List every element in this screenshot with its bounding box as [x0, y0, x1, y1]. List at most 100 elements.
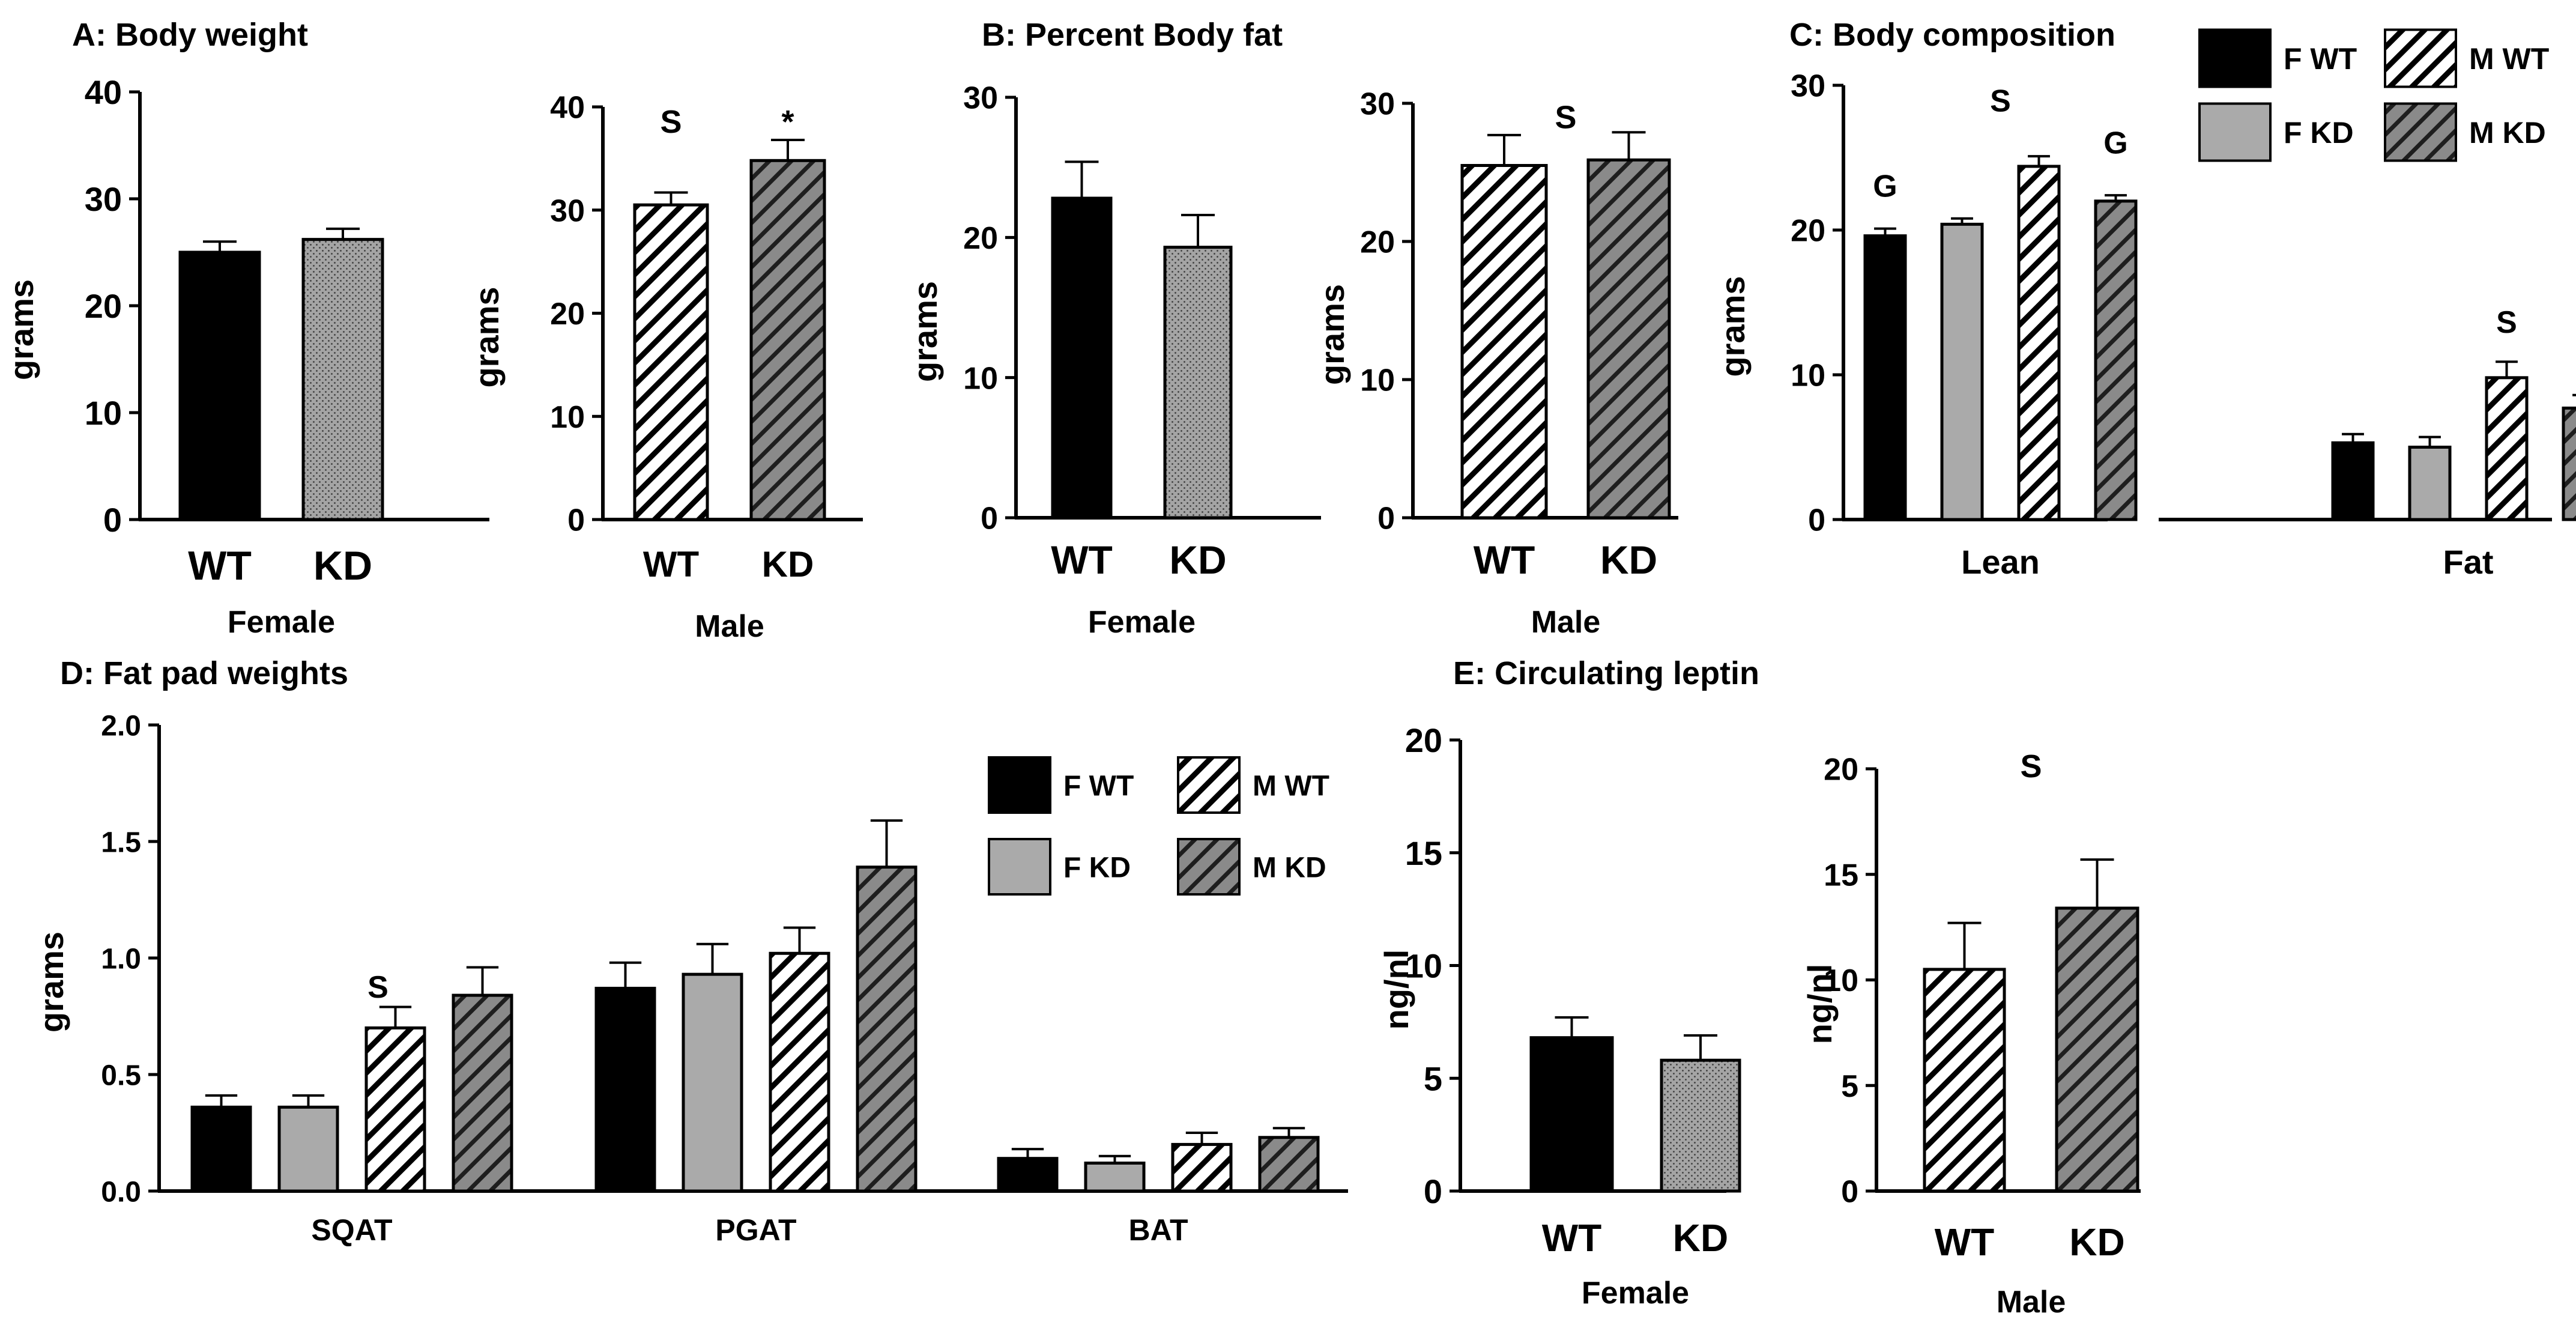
y-tick-label: 1.0 [101, 943, 141, 975]
y-tick-label: 20 [1791, 214, 1825, 249]
y-tick-label: 10 [1791, 359, 1825, 393]
x-category-label: Fat [2443, 543, 2494, 581]
x-category-label: SQAT [311, 1213, 392, 1247]
y-tick-label: 0 [1377, 502, 1395, 536]
significance-label: G [2103, 126, 2127, 160]
y-axis-label: grams [906, 281, 944, 382]
bar [594, 986, 656, 1193]
x-axis-label: Male [695, 609, 764, 644]
y-tick-label: 5 [1424, 1060, 1442, 1097]
y-tick-label: 0.0 [101, 1176, 141, 1208]
bar [749, 159, 826, 521]
x-axis-label: Female [1582, 1276, 1689, 1311]
significance-label: S [2496, 305, 2517, 340]
y-axis-label: grams [1714, 276, 1752, 377]
bar [1863, 234, 1907, 521]
y-axis-label: ng/nl [1377, 950, 1415, 1030]
x-category-label: KD [313, 543, 372, 589]
charts-layer: 0 10 20 30 40 grams A: Body weight WT KD Female 0 1… [2, 17, 2576, 1320]
y-tick-label: 30 [85, 180, 122, 218]
x-category-label: WT [1542, 1216, 1602, 1260]
bar [452, 993, 513, 1193]
legend-swatch [2198, 28, 2272, 88]
legend-label: F WT [1063, 770, 1134, 802]
bar [1586, 158, 1671, 520]
bar [178, 250, 261, 521]
y-tick-label: 20 [1360, 225, 1395, 260]
y-tick-label: 0 [567, 503, 585, 538]
y-tick-label: 5 [1841, 1069, 1858, 1104]
y-tick-label: 0 [1841, 1175, 1858, 1210]
x-axis-label: Female [1088, 605, 1196, 640]
y-tick-label: 10 [550, 400, 585, 435]
significance-label: S [367, 970, 389, 1005]
chart-c: 0 10 20 30 grams C: Body composition Lean Fat F … [1714, 17, 2576, 581]
bar [1923, 968, 2006, 1193]
y-tick-label: 0 [1424, 1172, 1442, 1210]
y-tick-label: 20 [963, 221, 998, 256]
y-tick-label: 10 [85, 394, 122, 432]
x-category-label: KD [1600, 538, 1657, 582]
bar [1940, 222, 1984, 521]
x-category-label: WT [1474, 538, 1535, 582]
y-tick-label: 0 [1808, 503, 1825, 538]
y-tick-label: 10 [1360, 363, 1395, 398]
y-tick-label: 0.5 [101, 1060, 141, 1091]
y-axis-label: grams [32, 932, 70, 1032]
bar [301, 238, 384, 521]
bar [1529, 1036, 1614, 1193]
y-axis-label: grams [468, 287, 506, 387]
chart-b2: 0 10 20 30 grams WT KD Male S [1313, 87, 1678, 640]
legend-label: M WT [1253, 770, 1329, 802]
significance-label: S [1555, 99, 1576, 135]
bar [2017, 165, 2061, 521]
legend-swatch [988, 838, 1051, 896]
bar [1171, 1142, 1233, 1193]
bar [277, 1105, 339, 1193]
y-tick-label: 15 [1405, 834, 1442, 872]
chart-b1: 0 10 20 30 grams B: Percent Body fat WT KD Femal… [906, 17, 1321, 640]
legend-swatch [988, 756, 1051, 814]
bar [2485, 376, 2529, 521]
y-tick-label: 1.5 [101, 826, 141, 858]
bar [2408, 446, 2452, 521]
chart-d: 0.0 0.5 1.0 1.5 2.0 grams D: Fat pad weights SQ… [32, 655, 1348, 1247]
chart-e1: 0 5 10 15 20 ng/nl E: Circulating leptin WT KD Fe… [1377, 655, 1759, 1311]
panel-title: C: Body composition [1789, 17, 2115, 53]
y-tick-label: 2.0 [101, 710, 141, 742]
y-tick-label: 10 [1824, 963, 1858, 998]
bar [856, 866, 918, 1193]
y-axis-label: grams [2, 279, 40, 380]
panel-title: E: Circulating leptin [1453, 655, 1759, 691]
bar [682, 972, 743, 1193]
x-category-label: Lean [1961, 543, 2040, 581]
x-category-label: WT [188, 543, 252, 589]
legend-label: F KD [1063, 852, 1131, 884]
panel-title: B: Percent Body fat [982, 17, 1283, 53]
legend-label: M KD [1253, 852, 1326, 884]
panel-title: D: Fat pad weights [60, 655, 348, 691]
x-category-label: KD [1169, 538, 1226, 582]
y-tick-label: 30 [963, 81, 998, 116]
y-tick-label: 15 [1824, 858, 1858, 893]
bar [2094, 199, 2138, 521]
legend-swatch [2198, 102, 2272, 162]
y-tick-label: 20 [1824, 753, 1858, 787]
x-axis-label: Male [1531, 605, 1601, 640]
x-category-label: KD [2069, 1220, 2124, 1264]
chart-a2: 0 10 20 30 40 grams WT KD Male S * [468, 91, 863, 644]
bar [1051, 196, 1113, 520]
x-category-label: BAT [1128, 1213, 1188, 1247]
y-tick-label: 20 [1405, 721, 1442, 759]
bar [1258, 1136, 1320, 1193]
bar [633, 203, 709, 521]
bar [2331, 441, 2375, 521]
legend-swatch [2384, 102, 2457, 162]
x-axis-label: Male [1997, 1285, 2066, 1320]
x-category-label: WT [1935, 1220, 1995, 1264]
x-category-label: KD [762, 544, 814, 584]
significance-label: S [1990, 83, 2011, 118]
y-tick-label: 20 [550, 297, 585, 332]
bar [1460, 164, 1548, 520]
